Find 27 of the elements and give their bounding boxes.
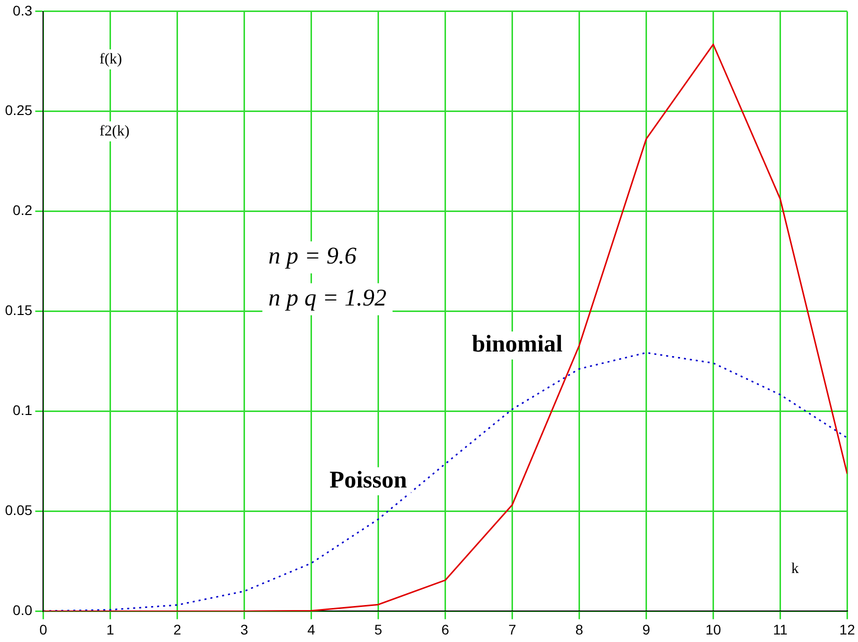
x-tick-label: 4 [307, 621, 316, 638]
x-tick-label: 10 [705, 621, 722, 638]
x-tick-label: 3 [240, 621, 248, 638]
x-tick-label: 9 [642, 621, 650, 638]
x-tick-label: 5 [374, 621, 382, 638]
y-tick-label: 0.1 [12, 402, 32, 418]
x-tick-label: 11 [772, 621, 788, 638]
annotation: f2(k) [100, 123, 130, 140]
x-tick-label: 1 [106, 621, 114, 638]
annotation: n p = 9.6 [268, 244, 357, 270]
x-tick-label: 6 [441, 621, 450, 638]
x-tick-label: 8 [575, 621, 584, 638]
y-tick-label: 0.3 [12, 2, 32, 18]
x-axis-title: k [791, 561, 800, 578]
x-tick-label: 12 [839, 621, 856, 638]
x-tick-label: 7 [508, 621, 516, 638]
x-tick-label: 0 [39, 621, 48, 638]
y-tick-label: 0.2 [12, 202, 32, 218]
annotation: f(k) [100, 51, 122, 68]
y-tick-label: 0.15 [5, 302, 32, 318]
y-tick-label: 0.05 [5, 502, 32, 518]
y-tick-label: 0.25 [5, 102, 32, 118]
x-tick-label: 2 [173, 621, 182, 638]
series-label: Poisson [330, 467, 407, 494]
y-tick-label: 0.0 [12, 602, 32, 618]
series-label: binomial [472, 332, 563, 358]
annotation: n p q = 1.92 [268, 286, 387, 312]
